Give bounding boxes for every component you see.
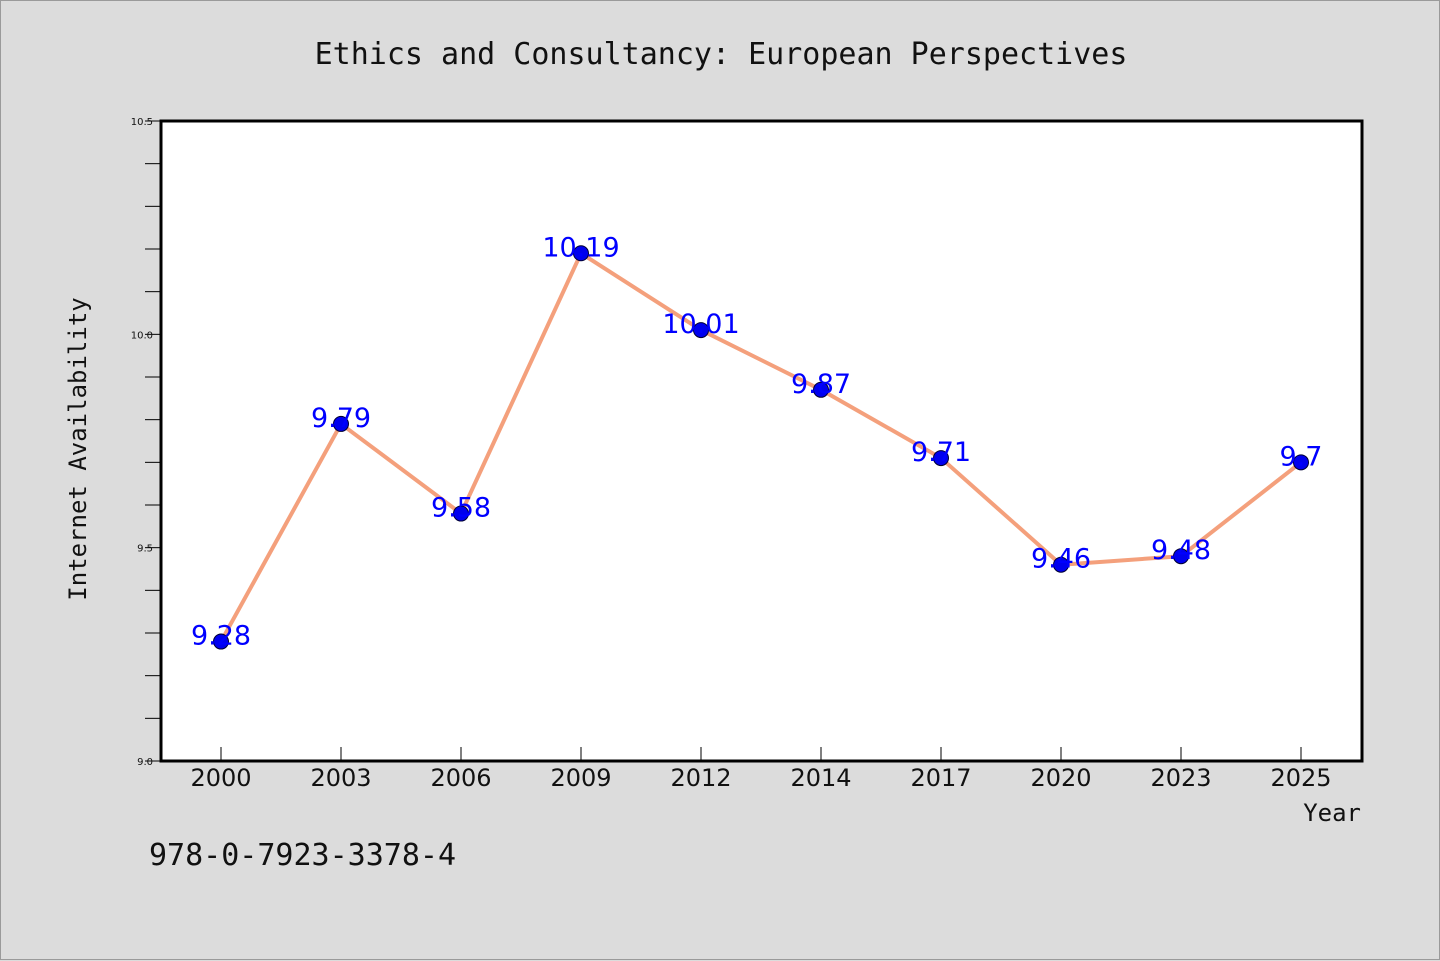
marker-group — [213, 245, 1309, 650]
x-tick-label: 2014 — [790, 764, 851, 792]
series-line — [219, 251, 1303, 643]
x-tick-label: 2017 — [910, 764, 971, 792]
x-tick-label: 2012 — [670, 764, 731, 792]
data-label: 9.71 — [911, 437, 971, 468]
data-point — [1053, 556, 1069, 573]
series-line-group — [219, 251, 1303, 643]
data-label: 9.7 — [1280, 441, 1323, 472]
x-tick-label: 2023 — [1150, 764, 1211, 792]
x-tick-label: 2009 — [550, 764, 611, 792]
data-label: 9.46 — [1031, 544, 1091, 575]
data-point — [213, 633, 229, 650]
y-axis-label: Internet Availability — [64, 297, 92, 600]
data-point — [693, 322, 709, 339]
data-point — [1173, 548, 1189, 565]
data-point — [1293, 454, 1309, 471]
y-tick-label: 9.0 — [137, 757, 153, 768]
x-tick-label: 2020 — [1030, 764, 1091, 792]
plot-area — [159, 119, 1364, 763]
x-tick-label: 2006 — [430, 764, 491, 792]
y-tick-label: 10.0 — [131, 330, 153, 341]
data-label: 9.87 — [791, 369, 851, 400]
y-tick-label: 9.5 — [137, 544, 153, 555]
y-tick-label: 10.5 — [131, 117, 153, 128]
x-tick-label: 2000 — [190, 764, 251, 792]
data-point — [813, 381, 829, 398]
y-axis: 9.0 9.5 10.0 10.5 — [131, 117, 161, 768]
x-axis-label: Year — [1303, 799, 1361, 827]
chart-title: Ethics and Consultancy: European Perspec… — [315, 37, 1128, 72]
data-point — [453, 505, 469, 522]
data-label: 9.58 — [431, 493, 491, 524]
data-label-group: 9.28 9.79 9.58 10.19 10.01 9.87 9.71 9.46 9.48 9.… — [191, 232, 1323, 651]
data-label: 10.01 — [662, 309, 739, 340]
x-tick-label: 2003 — [310, 764, 371, 792]
data-point — [573, 245, 589, 262]
data-label: 9.28 — [191, 621, 251, 652]
data-label: 10.19 — [542, 232, 619, 263]
data-label: 9.79 — [311, 403, 371, 434]
data-point — [333, 415, 349, 432]
data-label: 9.48 — [1151, 535, 1211, 566]
data-point — [933, 450, 949, 467]
x-axis: 2000 2003 2006 2009 2012 2014 2017 2020 2023 2025 — [190, 747, 1332, 792]
x-tick-label: 2025 — [1270, 764, 1331, 792]
isbn-text: 978-0-7923-3378-4 — [149, 838, 456, 873]
